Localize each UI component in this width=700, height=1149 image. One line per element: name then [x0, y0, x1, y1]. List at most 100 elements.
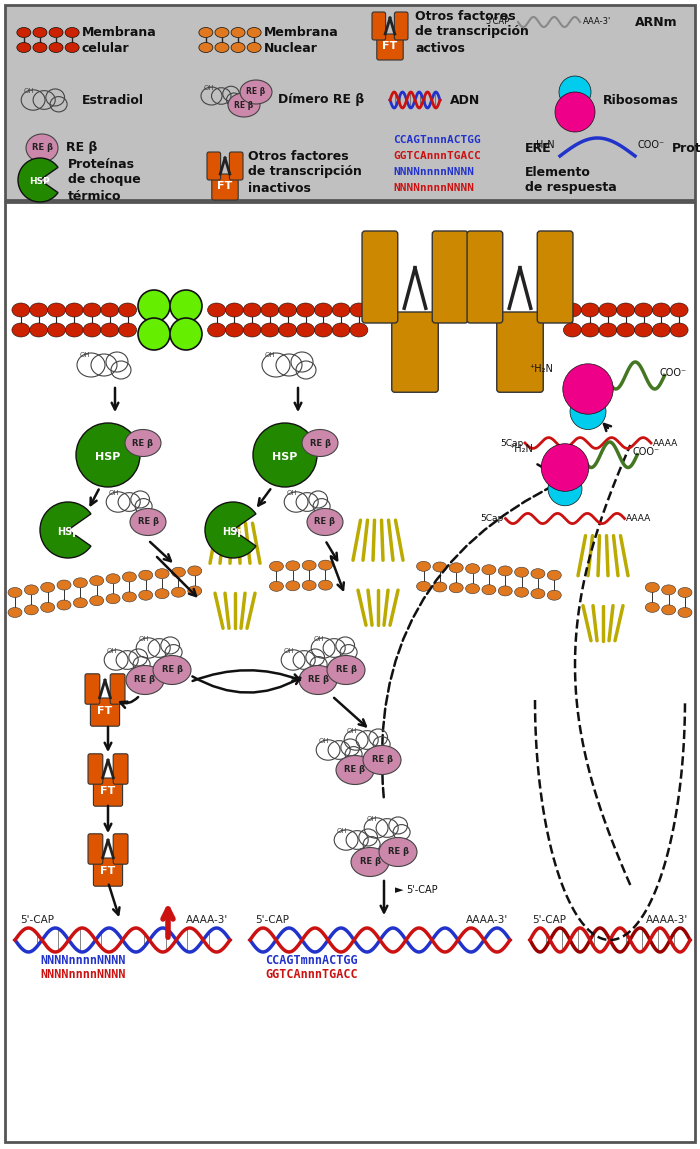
Ellipse shape	[8, 608, 22, 617]
Ellipse shape	[65, 323, 83, 337]
Ellipse shape	[564, 303, 582, 317]
Ellipse shape	[90, 576, 104, 586]
FancyBboxPatch shape	[113, 834, 128, 864]
Ellipse shape	[514, 568, 528, 577]
Ellipse shape	[170, 290, 202, 322]
Ellipse shape	[498, 586, 512, 596]
Ellipse shape	[12, 303, 30, 317]
Ellipse shape	[231, 43, 245, 53]
Text: 5'-CAP: 5'-CAP	[532, 915, 566, 925]
Ellipse shape	[118, 323, 136, 337]
Ellipse shape	[547, 591, 561, 600]
Ellipse shape	[215, 28, 229, 38]
Text: ⁺H₂N: ⁺H₂N	[509, 444, 533, 454]
Ellipse shape	[581, 323, 599, 337]
Ellipse shape	[652, 323, 671, 337]
Text: RE β: RE β	[335, 665, 356, 674]
Ellipse shape	[17, 28, 31, 38]
Text: RE β: RE β	[66, 141, 97, 154]
Circle shape	[570, 393, 606, 430]
Ellipse shape	[240, 80, 272, 105]
Ellipse shape	[188, 566, 202, 576]
Text: OH: OH	[314, 637, 324, 642]
Text: CCAGTmnnACTGG: CCAGTmnnACTGG	[265, 954, 358, 966]
Ellipse shape	[106, 594, 120, 603]
Text: HSP: HSP	[29, 177, 50, 186]
Ellipse shape	[122, 572, 136, 581]
Text: Estradiol: Estradiol	[82, 93, 144, 107]
Text: OH: OH	[284, 648, 295, 654]
Ellipse shape	[531, 569, 545, 579]
Ellipse shape	[29, 323, 48, 337]
Ellipse shape	[279, 303, 297, 317]
Ellipse shape	[49, 28, 63, 38]
Ellipse shape	[581, 303, 599, 317]
Ellipse shape	[379, 838, 417, 866]
Ellipse shape	[599, 323, 617, 337]
Text: NNNNnnnnNNNN: NNNNnnnnNNNN	[393, 183, 474, 193]
Text: COO⁻: COO⁻	[638, 140, 665, 151]
Circle shape	[555, 92, 595, 132]
Ellipse shape	[564, 323, 582, 337]
Ellipse shape	[243, 323, 261, 337]
Text: RE β: RE β	[388, 848, 409, 856]
Ellipse shape	[482, 564, 496, 574]
Text: COO⁻: COO⁻	[632, 447, 659, 457]
Text: FT: FT	[100, 786, 116, 796]
FancyBboxPatch shape	[90, 697, 120, 726]
Circle shape	[541, 444, 589, 492]
FancyBboxPatch shape	[85, 673, 100, 704]
Ellipse shape	[449, 563, 463, 572]
Ellipse shape	[74, 578, 88, 588]
Text: RE β: RE β	[344, 765, 365, 774]
Ellipse shape	[286, 561, 300, 571]
Ellipse shape	[336, 756, 374, 785]
FancyBboxPatch shape	[467, 231, 503, 323]
Ellipse shape	[65, 28, 79, 38]
Text: AAAA-3': AAAA-3'	[186, 915, 228, 925]
Ellipse shape	[215, 43, 229, 53]
Text: CCAGTnnnACTGG: CCAGTnnnACTGG	[393, 134, 481, 145]
Ellipse shape	[65, 43, 79, 53]
Text: OH: OH	[106, 648, 118, 654]
Text: OH: OH	[287, 491, 298, 496]
Ellipse shape	[514, 587, 528, 597]
Ellipse shape	[228, 93, 260, 117]
Ellipse shape	[172, 587, 186, 597]
Ellipse shape	[662, 604, 676, 615]
Ellipse shape	[90, 595, 104, 606]
Text: OH: OH	[108, 491, 120, 496]
FancyBboxPatch shape	[93, 778, 122, 807]
Ellipse shape	[466, 584, 480, 594]
Ellipse shape	[130, 509, 166, 535]
Text: ARNm: ARNm	[635, 15, 678, 29]
Ellipse shape	[332, 323, 350, 337]
Ellipse shape	[225, 323, 244, 337]
Text: RE β: RE β	[134, 676, 155, 685]
Circle shape	[548, 472, 582, 506]
Ellipse shape	[153, 655, 191, 685]
Ellipse shape	[332, 303, 350, 317]
Text: HSp: HSp	[222, 527, 244, 537]
Ellipse shape	[41, 583, 55, 593]
Text: RE β: RE β	[372, 756, 393, 764]
Text: ERE: ERE	[525, 141, 552, 154]
Ellipse shape	[118, 303, 136, 317]
Text: OH: OH	[265, 352, 276, 358]
Text: GGTCAnnnTGACC: GGTCAnnnTGACC	[265, 969, 358, 981]
Text: OH: OH	[367, 816, 377, 823]
Ellipse shape	[466, 564, 480, 573]
FancyBboxPatch shape	[433, 231, 468, 323]
Text: 5Cap: 5Cap	[480, 514, 504, 523]
Text: OH: OH	[318, 738, 330, 745]
Text: RE β: RE β	[314, 517, 335, 526]
Text: FT: FT	[382, 41, 398, 51]
Ellipse shape	[74, 597, 88, 608]
FancyBboxPatch shape	[5, 5, 695, 200]
Ellipse shape	[106, 573, 120, 584]
FancyBboxPatch shape	[497, 313, 543, 392]
FancyBboxPatch shape	[230, 152, 243, 180]
Text: OH: OH	[203, 85, 214, 91]
Text: RE β: RE β	[234, 100, 253, 109]
Ellipse shape	[498, 566, 512, 576]
